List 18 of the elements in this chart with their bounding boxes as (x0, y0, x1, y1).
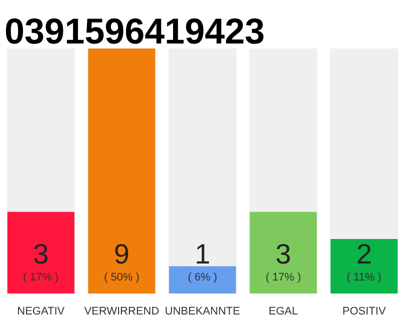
annotation: ( 17% ) (266, 272, 302, 284)
data-label: 3 (33, 238, 49, 270)
x-tick-label: EGAL (268, 306, 298, 318)
annotation: ( 50% ) (104, 272, 140, 284)
bar (168, 266, 236, 294)
chart-title: 0391596419423 (4, 10, 265, 52)
data-label: 2 (356, 238, 372, 270)
x-tick-label: POSITIV (342, 306, 386, 318)
x-tick-label: UNBEKANNTE (164, 306, 240, 318)
data-label: 1 (194, 238, 210, 270)
bar (330, 239, 398, 294)
data-label: 9 (114, 238, 130, 270)
x-tick-label: NEGATIV (17, 306, 66, 318)
annotation: ( 17% ) (23, 272, 59, 284)
data-label: 3 (276, 238, 292, 270)
annotation: ( 6% ) (188, 272, 218, 284)
x-tick-label: VERWIRREND (84, 306, 160, 318)
annotation: ( 11% ) (346, 272, 382, 284)
